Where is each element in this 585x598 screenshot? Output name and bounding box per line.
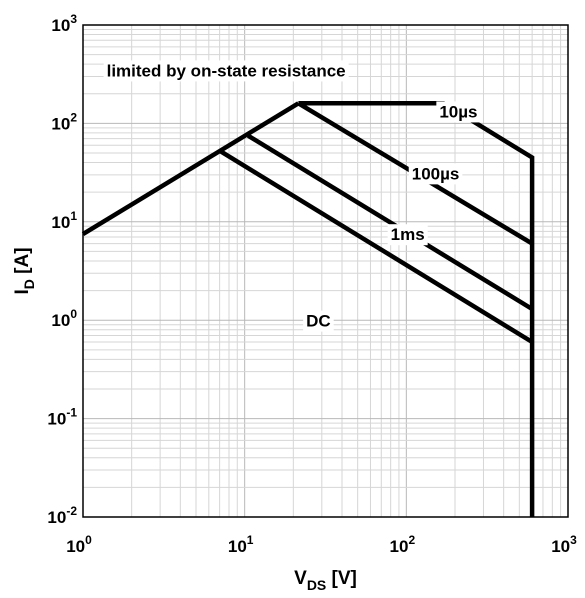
y-tick-label: 10-2	[47, 504, 77, 527]
grid	[83, 25, 568, 517]
y-axis-label-sub: D	[21, 279, 37, 289]
series-dc-line	[219, 149, 534, 344]
x-tick-label: 101	[228, 533, 254, 556]
annotation-limited-by-on-state-resistance: limited by on-state resistance	[107, 61, 346, 80]
annotation-dc: DC	[306, 312, 331, 331]
annotation-bg	[387, 224, 428, 246]
x-tick-label: 102	[390, 533, 416, 556]
series-group	[81, 101, 535, 517]
y-tick-label: 101	[51, 209, 77, 232]
x-axis-label: VDS [V]	[294, 568, 357, 593]
annotation-bg	[103, 60, 349, 82]
annotations: limited by on-state resistance 10µs 100µs 1…	[103, 60, 481, 332]
annotation-bg	[436, 101, 481, 123]
series-limited-by-on-state-resistance-line	[81, 101, 300, 237]
x-axis-label-main: V	[294, 568, 307, 589]
y-axis-label: ID [A]	[12, 247, 37, 294]
annotation-100-s: 100µs	[412, 164, 460, 183]
y-axis-label-main: I	[12, 289, 33, 294]
y-tick-label: 103	[51, 12, 77, 35]
tick-labels: 100 101 102 103 10-2 10-1 100 101 102 103	[47, 12, 577, 556]
annotation-bg	[408, 163, 463, 185]
series-10-s-line	[298, 101, 535, 517]
y-tick-label: 102	[51, 110, 77, 133]
y-tick-label: 10-1	[47, 406, 77, 429]
annotation-10-s: 10µs	[439, 102, 477, 121]
x-tick-label: 103	[551, 533, 577, 556]
y-axis-label-unit: [A]	[12, 247, 33, 279]
annotation-bg	[303, 310, 334, 332]
x-tick-label: 100	[66, 533, 92, 556]
plot-frame	[82, 24, 569, 518]
x-axis-label-unit: [V]	[326, 568, 357, 589]
annotation-1ms: 1ms	[391, 225, 425, 244]
x-axis-label-sub: DS	[307, 577, 326, 593]
series-1ms-line	[246, 133, 534, 311]
y-tick-label: 100	[51, 307, 77, 330]
